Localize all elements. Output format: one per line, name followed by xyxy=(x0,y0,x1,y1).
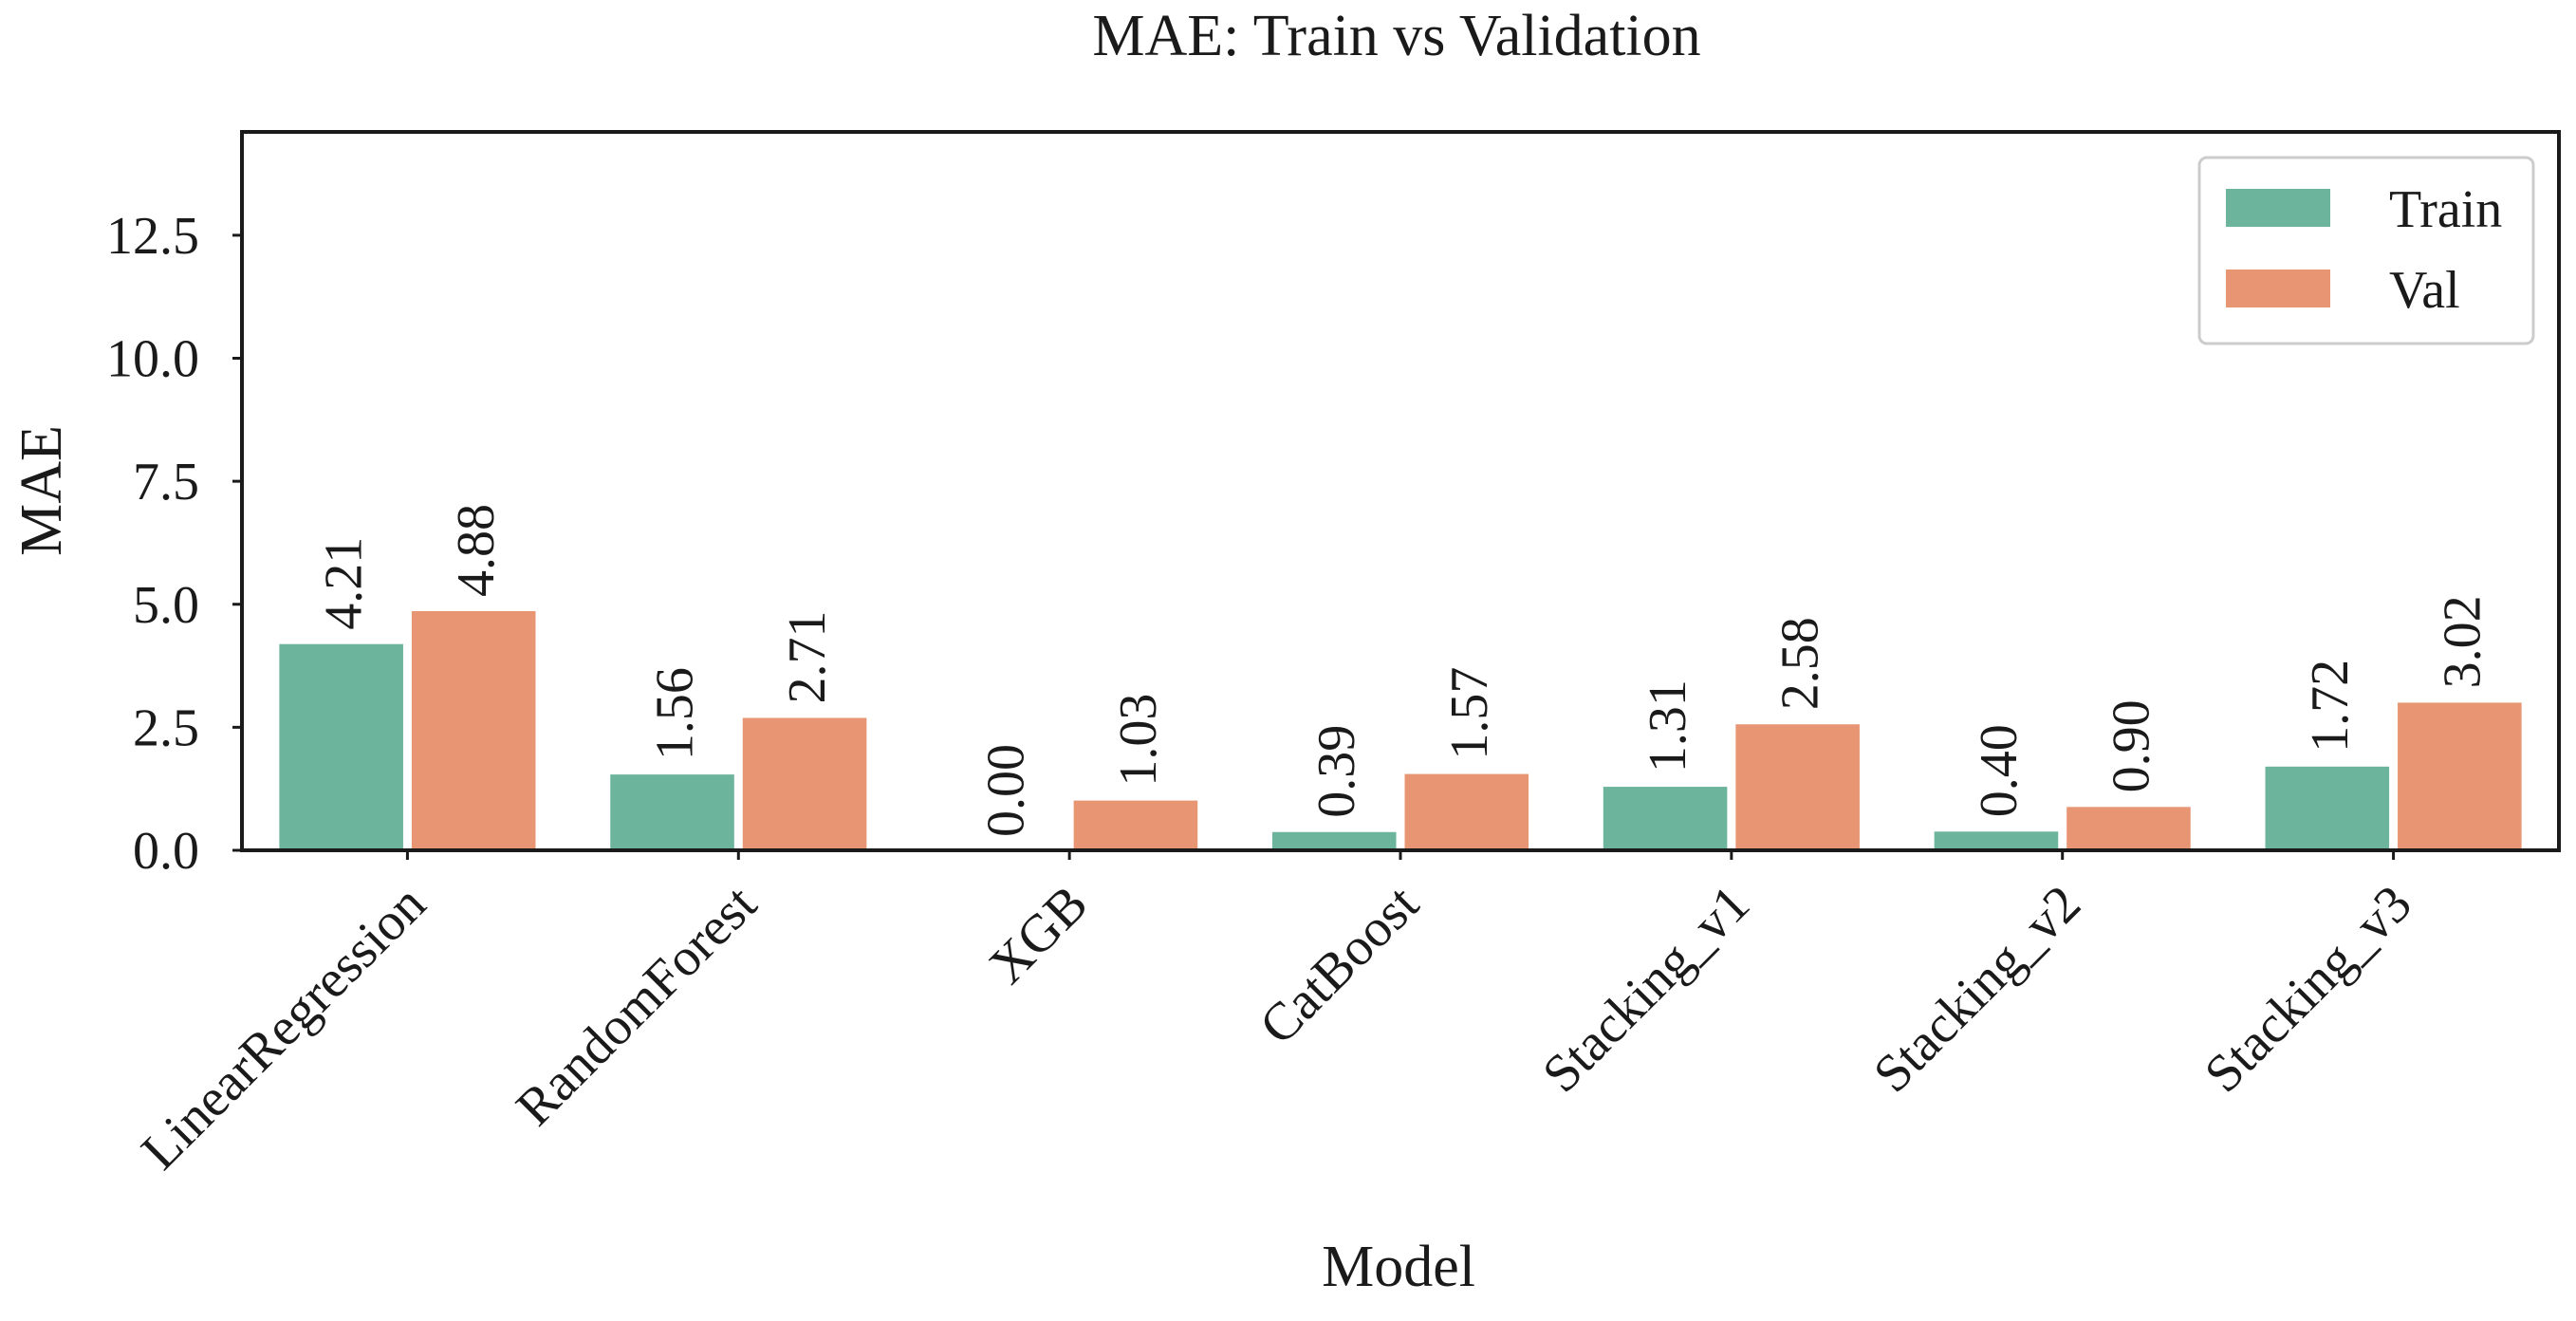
bar-value-labels: 4.21 4.88 1.56 2.71 0.00 1.03 0.39 1.57 1.31 2.58… xyxy=(315,504,2493,837)
x-axis-ticks: LinearRegression RandomForest XGB CatBoost S… xyxy=(130,850,2423,1181)
value-label-val-stacking_v1: 2.58 xyxy=(1771,617,1830,710)
bar-train-stacking_v1 xyxy=(1601,785,1730,851)
x-tick-label-stacking_v2: Stacking_v2 xyxy=(1863,874,2092,1104)
bar-train-stacking_v2 xyxy=(1932,829,2061,851)
value-label-val-xgb: 1.03 xyxy=(1109,694,1168,787)
value-label-val-linearregression: 4.88 xyxy=(447,504,506,597)
value-label-train-randomforest: 1.56 xyxy=(646,667,705,760)
y-tick-label: 7.5 xyxy=(133,453,199,512)
x-tick-label-linearregression: LinearRegression xyxy=(130,874,436,1181)
value-label-val-catboost: 1.57 xyxy=(1440,667,1499,760)
value-label-train-catboost: 0.39 xyxy=(1307,725,1366,818)
bar-val-stacking_v1 xyxy=(1733,722,1862,851)
x-axis-label: Model xyxy=(1322,1235,1475,1299)
y-tick-label: 2.5 xyxy=(133,698,199,757)
value-label-train-stacking_v1: 1.31 xyxy=(1639,679,1697,772)
value-label-train-xgb: 0.00 xyxy=(976,744,1035,837)
bar-train-linearregression xyxy=(277,642,405,851)
value-label-train-linearregression: 4.21 xyxy=(315,537,374,630)
x-tick-label-xgb: XGB xyxy=(978,874,1099,995)
x-tick-label-stacking_v1: Stacking_v1 xyxy=(1531,874,1761,1104)
chart-title: MAE: Train vs Validation xyxy=(1092,4,1700,68)
bar-train-randomforest xyxy=(608,772,736,851)
value-label-val-stacking_v2: 0.90 xyxy=(2102,699,2160,792)
bar-val-xgb xyxy=(1071,798,1200,852)
bar-train-catboost xyxy=(1269,829,1399,851)
bar-val-randomforest xyxy=(740,716,869,851)
y-axis-ticks: 0.0 2.5 5.0 7.5 10.0 12.5 xyxy=(106,207,242,881)
value-label-train-stacking_v3: 1.72 xyxy=(2301,660,2360,753)
legend: Train Val xyxy=(2197,156,2535,345)
bar-train-stacking_v3 xyxy=(2263,764,2392,851)
y-axis-label: MAE xyxy=(9,425,74,556)
x-tick-label-randomforest: RandomForest xyxy=(505,874,768,1137)
legend-label-val: Val xyxy=(2389,261,2460,320)
legend-label-train: Train xyxy=(2389,180,2502,239)
bar-val-linearregression xyxy=(409,608,538,851)
legend-swatch-val xyxy=(2226,270,2330,307)
value-label-train-stacking_v2: 0.40 xyxy=(1970,724,2029,817)
bar-val-stacking_v3 xyxy=(2396,700,2524,851)
value-label-val-randomforest: 2.71 xyxy=(778,610,837,703)
y-tick-label: 0.0 xyxy=(133,822,199,881)
plot-area xyxy=(277,608,2524,852)
x-tick-label-stacking_v3: Stacking_v3 xyxy=(2194,874,2423,1104)
value-label-val-stacking_v3: 3.02 xyxy=(2433,595,2492,688)
legend-swatch-train xyxy=(2226,189,2330,227)
y-tick-label: 12.5 xyxy=(106,207,199,266)
bar-val-catboost xyxy=(1402,772,1531,851)
bar-val-stacking_v2 xyxy=(2065,805,2193,852)
y-tick-label: 10.0 xyxy=(106,330,199,389)
x-tick-label-catboost: CatBoost xyxy=(1249,874,1431,1056)
plot-frame xyxy=(240,130,2561,852)
y-tick-label: 5.0 xyxy=(133,576,199,635)
